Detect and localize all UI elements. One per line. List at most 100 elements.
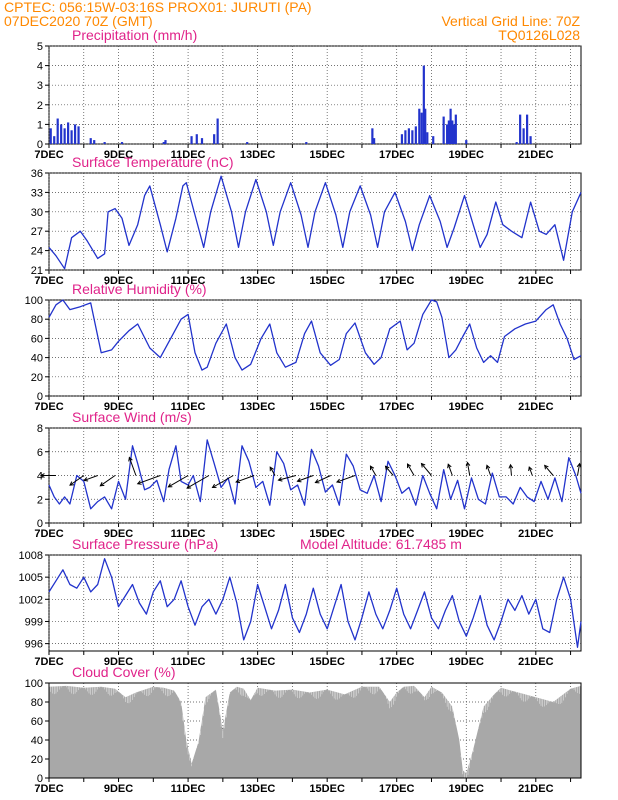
bar-precip [451, 120, 454, 144]
xtick-label-pressure: 21DEC [518, 656, 554, 668]
xtick-label-cloud: 19DEC [449, 783, 485, 795]
wind-vector-head [314, 479, 320, 484]
wind-vector-head [576, 462, 582, 468]
series-line-temp [48, 175, 582, 270]
wind-vector-head [465, 461, 471, 467]
bar-precip [407, 128, 410, 144]
wind-vector-head [335, 478, 341, 484]
xtick-label-rh: 7DEC [34, 401, 63, 413]
wind-vector [385, 465, 394, 476]
wind-vector-head [99, 482, 105, 487]
xtick-label-precip: 19DEC [449, 149, 485, 161]
xtick-label-wind: 15DEC [309, 528, 345, 540]
wind-vector [168, 475, 189, 488]
xtick-label-temp: 17DEC [379, 275, 415, 287]
header-code: TQ0126L028 [498, 27, 580, 43]
ytick-label-cloud: 80 [31, 697, 43, 709]
bar-precip [53, 136, 56, 144]
wind-vector [83, 475, 98, 481]
bar-precip [526, 114, 529, 144]
ytick-label-wind: 6 [37, 447, 43, 459]
xtick-label-rh: 11DEC [171, 401, 206, 413]
bar-precip [411, 130, 414, 144]
bar-precip [103, 142, 106, 144]
bar-precip [60, 124, 63, 144]
wind-vector [297, 475, 314, 482]
xtick-label-cloud: 15DEC [309, 783, 345, 795]
wind-vector-head [128, 456, 133, 462]
xtick-label-rh: 21DEC [518, 401, 554, 413]
xtick-label-wind: 13DEC [240, 528, 276, 540]
bar-precip [49, 128, 52, 144]
xtick-label-temp: 19DEC [449, 275, 485, 287]
xtick-label-cloud: 21DEC [518, 783, 554, 795]
xtick-label-cloud: 13DEC [240, 783, 276, 795]
wind-vector-head [406, 463, 412, 469]
panel-wind: 0 2 4 6 8 7DEC 9DEC 11DEC 13DEC 15DEC 17DEC 19DEC 21… [34, 409, 582, 540]
xtick-label-pressure: 13DEC [240, 656, 276, 668]
ytick-label-cloud: 100 [25, 678, 43, 690]
xtick-label-wind: 7DEC [34, 528, 63, 540]
wind-vector [544, 465, 554, 476]
cloud-area [49, 685, 581, 778]
bar-precip [519, 114, 522, 144]
series-line-pressure [48, 558, 582, 648]
wind-vector [69, 475, 85, 486]
title-cloud: Cloud Cover (%) [72, 664, 175, 680]
bar-precip [447, 120, 450, 144]
bar-precip [190, 136, 193, 144]
xtick-label-precip: 15DEC [309, 149, 345, 161]
xtick-label-precip: 21DEC [518, 149, 554, 161]
ytick-label-temp: 30 [31, 207, 43, 219]
bar-precip [63, 128, 66, 144]
bar-precip [162, 142, 165, 144]
frame-top-cloud [48, 682, 582, 779]
bar-precip [120, 142, 124, 144]
bar-precip [93, 140, 96, 144]
ytick-label-pressure: 999 [25, 616, 43, 628]
wind-vector [269, 466, 276, 476]
xtick-label-rh: 9DEC [104, 401, 133, 413]
panel-pressure: 996 999 1002 1005 1008 7DEC 9DEC 11DEC 13DEC 15DE… [19, 536, 582, 668]
ytick-label-cloud: 40 [31, 735, 43, 747]
wind-vector [186, 475, 210, 489]
ytick-label-rh: 60 [31, 333, 43, 345]
bar-precip [70, 130, 73, 144]
wind-vector-head [384, 465, 390, 471]
ytick-label-pressure: 1008 [19, 550, 43, 562]
subtitle-pressure: Model Altitude: 61.7485 m [300, 536, 462, 552]
wind-vector-head [485, 464, 491, 470]
xtick-label-pressure: 19DEC [449, 656, 485, 668]
ytick-label-rh: 40 [31, 353, 43, 365]
wind-vector-head [136, 480, 142, 485]
wind-vector-head [369, 465, 375, 471]
bar-precip [305, 142, 308, 144]
ytick-label-pressure: 1005 [19, 572, 43, 584]
bar-precip [424, 108, 427, 144]
ytick-label-precip: 1 [37, 119, 43, 131]
wind-vector [315, 475, 331, 484]
bar-precip [246, 142, 249, 144]
wind-vector [577, 463, 581, 476]
ytick-label-rh: 20 [31, 372, 43, 384]
wind-vector [486, 465, 492, 476]
xtick-label-temp: 7DEC [34, 275, 63, 287]
wind-vector-head [277, 477, 283, 482]
wind-vector [510, 464, 512, 476]
title-rh: Relative Humidity (%) [72, 281, 207, 297]
wind-vector [278, 475, 297, 481]
ytick-label-precip: 4 [37, 61, 43, 73]
title-wind: Surface Wind (m/s) [72, 409, 192, 425]
title-pressure: Surface Pressure (hPa) [72, 536, 218, 552]
ytick-label-wind: 0 [37, 518, 43, 530]
bar-precip [414, 126, 417, 144]
bar-precip [200, 138, 204, 144]
wind-vector-head [167, 483, 173, 488]
xtick-label-temp: 9DEC [104, 275, 133, 287]
bar-precip [216, 118, 219, 144]
bar-precip [515, 142, 518, 144]
wind-vector-head [211, 483, 217, 489]
bar-precip [465, 140, 468, 144]
bar-precip [529, 136, 532, 144]
